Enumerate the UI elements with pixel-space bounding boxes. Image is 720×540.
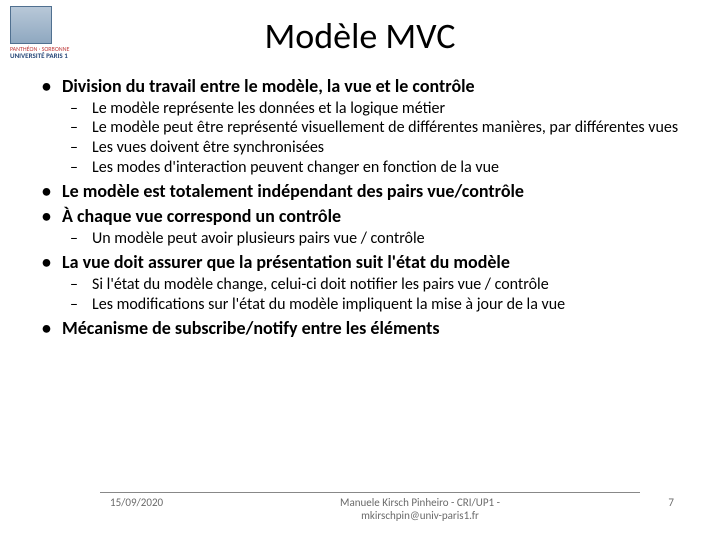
sub-item: Si l'état du modèle change, celui-ci doi…: [92, 275, 680, 295]
bullet-text: Le modèle est totalement indépendant des…: [62, 180, 524, 202]
bullet-text: La vue doit assurer que la présentation …: [62, 251, 510, 273]
footer-date: 15/09/2020: [40, 496, 220, 509]
sub-list: Si l'état du modèle change, celui-ci doi…: [62, 275, 680, 314]
bullet-item: Le modèle est totalement indépendant des…: [62, 181, 680, 203]
sub-item: Les modifications sur l'état du modèle i…: [92, 295, 680, 315]
bullet-item: La vue doit assurer que la présentation …: [62, 252, 680, 314]
logo-image: [10, 6, 52, 44]
sub-item: Les modes d'interaction peuvent changer …: [92, 158, 680, 178]
bullet-item: À chaque vue correspond un contrôle Un m…: [62, 206, 680, 248]
sub-list: Un modèle peut avoir plusieurs pairs vue…: [62, 229, 680, 249]
sub-item: Un modèle peut avoir plusieurs pairs vue…: [92, 229, 680, 249]
logo-line2: UNIVERSITÉ PARIS 1: [10, 52, 100, 59]
university-logo: PANTHÉON · SORBONNE UNIVERSITÉ PARIS 1: [10, 6, 100, 58]
bullet-list: Division du travail entre le modèle, la …: [40, 76, 680, 340]
bullet-item: Mécanisme de subscribe/notify entre les …: [62, 318, 680, 340]
footer-page-number: 7: [620, 496, 680, 509]
sub-item: Le modèle représente les données et la l…: [92, 99, 680, 119]
slide-footer: 15/09/2020 Manuele Kirsch Pinheiro - CRI…: [0, 492, 720, 522]
sub-list: Le modèle représente les données et la l…: [62, 99, 680, 177]
bullet-item: Division du travail entre le modèle, la …: [62, 76, 680, 177]
sub-item: Les vues doivent être synchronisées: [92, 138, 680, 158]
author-line2: mkirschpin@univ-paris1.fr: [361, 509, 479, 522]
bullet-text: Division du travail entre le modèle, la …: [62, 75, 475, 97]
bullet-text: À chaque vue correspond un contrôle: [62, 205, 341, 227]
author-line1: Manuele Kirsch Pinheiro - CRI/UP1 -: [340, 496, 500, 509]
slide-title: Modèle MVC: [0, 0, 720, 76]
footer-author: Manuele Kirsch Pinheiro - CRI/UP1 - mkir…: [220, 496, 620, 522]
bullet-text: Mécanisme de subscribe/notify entre les …: [62, 317, 440, 339]
slide-content: Division du travail entre le modèle, la …: [0, 76, 720, 340]
footer-divider: [100, 492, 640, 493]
sub-item: Le modèle peut être représenté visuellem…: [92, 118, 680, 138]
